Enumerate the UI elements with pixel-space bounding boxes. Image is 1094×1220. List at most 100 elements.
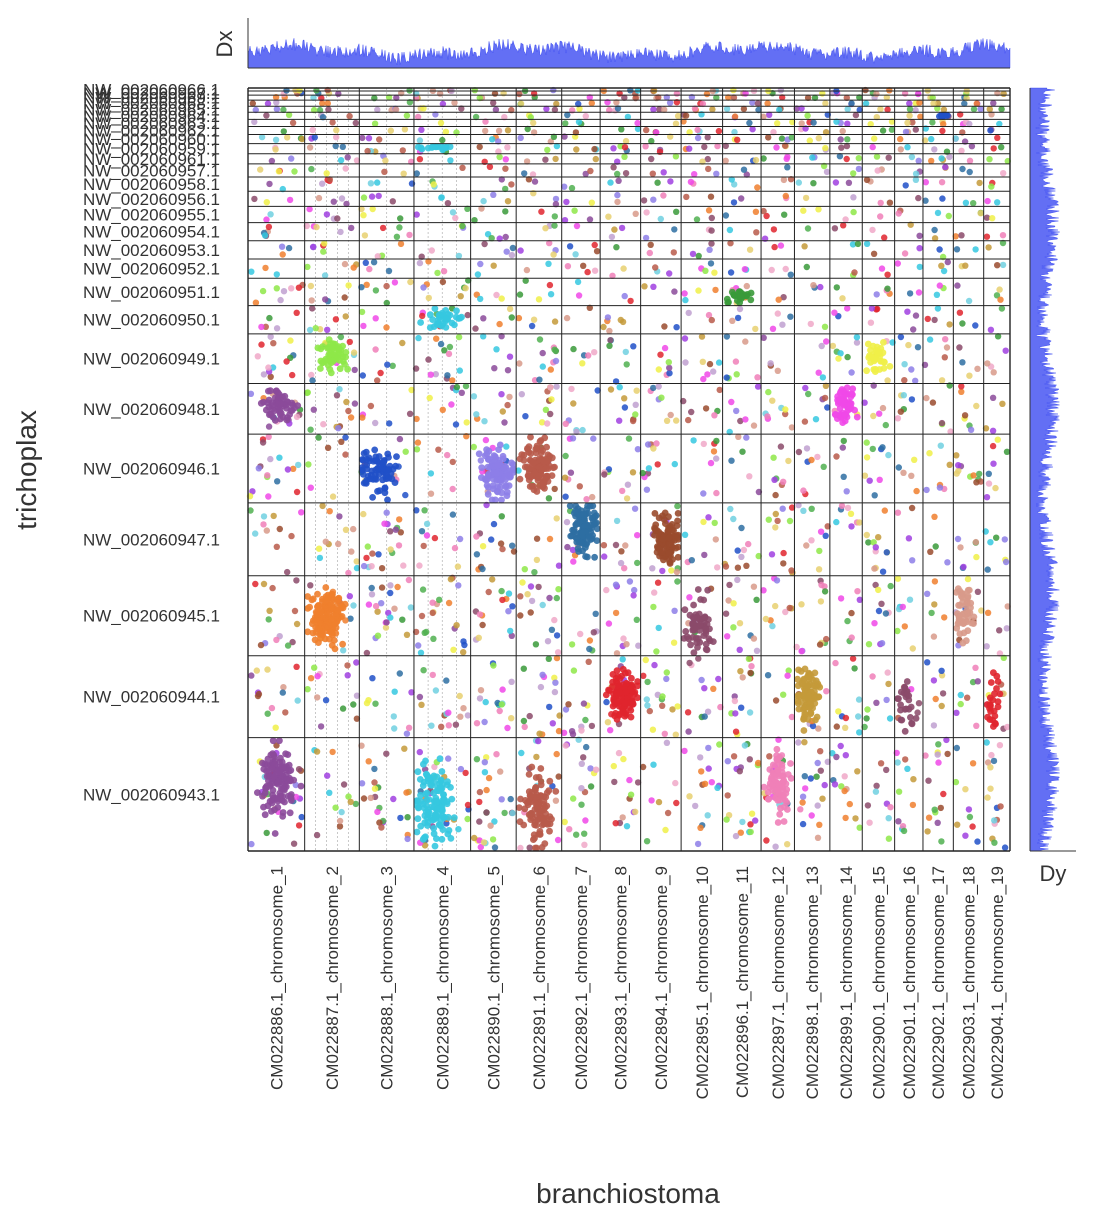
- ortholog-point: [575, 118, 583, 126]
- ortholog-point: [833, 118, 840, 125]
- ortholog-point: [888, 118, 896, 125]
- ortholog-point: [622, 170, 630, 177]
- ortholog-point: [309, 305, 316, 312]
- ortholog-point: [612, 581, 620, 588]
- ortholog-point: [1000, 654, 1007, 661]
- ortholog-point: [706, 360, 714, 368]
- cluster-point: [787, 760, 794, 767]
- ortholog-point: [458, 105, 465, 112]
- ortholog-point: [546, 535, 554, 543]
- ortholog-point: [837, 350, 844, 357]
- cluster-point: [956, 613, 964, 621]
- ortholog-point: [804, 225, 812, 232]
- ortholog-point: [530, 119, 537, 127]
- ortholog-point: [848, 609, 855, 617]
- y-tick-label: NW_002060960.1: [83, 130, 220, 149]
- ortholog-point: [956, 344, 963, 351]
- x-tick-label: CM022902.1_chromosome_17: [929, 866, 948, 1099]
- ortholog-point: [764, 100, 771, 107]
- ortholog-point: [994, 262, 1001, 269]
- ortholog-point: [413, 211, 420, 218]
- ortholog-point: [464, 801, 472, 809]
- ortholog-point: [443, 677, 450, 684]
- ortholog-point: [578, 801, 585, 808]
- cluster-point: [358, 464, 366, 471]
- cluster-point: [493, 469, 500, 477]
- ortholog-point: [778, 135, 786, 142]
- ortholog-point: [627, 87, 634, 94]
- ortholog-point: [289, 638, 296, 646]
- ortholog-point: [909, 645, 916, 652]
- ortholog-point: [833, 723, 840, 730]
- ortholog-point: [428, 722, 435, 729]
- ortholog-point: [727, 505, 734, 513]
- cluster-point: [332, 630, 340, 637]
- ortholog-point: [767, 360, 774, 367]
- ortholog-point: [520, 665, 527, 672]
- ortholog-point: [620, 755, 627, 763]
- ortholog-point: [938, 702, 945, 710]
- cluster-point: [702, 640, 710, 648]
- ortholog-point: [877, 105, 884, 113]
- ortholog-point: [713, 455, 720, 462]
- ortholog-point: [329, 119, 336, 126]
- ortholog-point: [607, 386, 615, 393]
- x-tick-label: CM022889.1_chromosome_4: [433, 866, 452, 1090]
- ortholog-point: [708, 214, 715, 222]
- ortholog-point: [351, 366, 358, 374]
- ortholog-point: [692, 802, 699, 810]
- ortholog-point: [837, 595, 845, 602]
- ortholog-point: [942, 336, 949, 343]
- cluster-point: [956, 630, 964, 638]
- ortholog-point: [516, 291, 524, 298]
- ortholog-point: [368, 584, 375, 592]
- ortholog-point: [555, 586, 562, 593]
- cluster-point: [448, 319, 456, 327]
- ortholog-point: [416, 259, 424, 267]
- ortholog-point: [412, 628, 420, 636]
- x-tick-label: CM022901.1_chromosome_16: [900, 866, 919, 1099]
- ortholog-point: [930, 722, 938, 729]
- ortholog-point: [844, 120, 851, 127]
- ortholog-point: [608, 233, 616, 241]
- ortholog-point: [852, 111, 860, 119]
- cluster-point: [610, 696, 617, 704]
- ortholog-point: [315, 434, 322, 441]
- ortholog-point: [810, 119, 817, 126]
- cluster-point: [428, 144, 436, 151]
- cluster-point: [587, 521, 595, 529]
- ortholog-point: [987, 539, 994, 546]
- ortholog-point: [260, 521, 267, 528]
- ortholog-point: [871, 565, 878, 572]
- ortholog-point: [965, 806, 973, 813]
- cluster-point: [540, 793, 548, 800]
- ortholog-point: [375, 192, 382, 200]
- cluster-point: [955, 601, 962, 609]
- ortholog-point: [987, 326, 995, 333]
- ortholog-point: [996, 120, 1003, 128]
- cluster-point: [498, 489, 505, 497]
- ortholog-point: [708, 240, 715, 247]
- ortholog-point: [313, 748, 321, 755]
- ortholog-point: [551, 106, 559, 114]
- ortholog-point: [644, 702, 651, 709]
- ortholog-point: [344, 154, 351, 161]
- ortholog-point: [743, 434, 750, 441]
- ortholog-point: [844, 353, 851, 361]
- ortholog-point: [508, 314, 515, 321]
- ortholog-point: [279, 251, 286, 258]
- ortholog-point: [846, 800, 853, 808]
- ortholog-point: [667, 411, 674, 419]
- ortholog-point: [449, 458, 456, 466]
- ortholog-point: [663, 94, 670, 101]
- cluster-point: [453, 307, 460, 315]
- ortholog-point: [434, 269, 441, 277]
- ortholog-point: [848, 369, 855, 376]
- ortholog-point: [772, 491, 779, 499]
- y-tick-label: NW_002060965.1: [83, 100, 220, 119]
- cluster-point: [263, 767, 270, 775]
- ortholog-point: [988, 183, 995, 190]
- ortholog-point: [460, 638, 467, 645]
- ortholog-point: [808, 505, 815, 512]
- dx-density: [247, 38, 1011, 69]
